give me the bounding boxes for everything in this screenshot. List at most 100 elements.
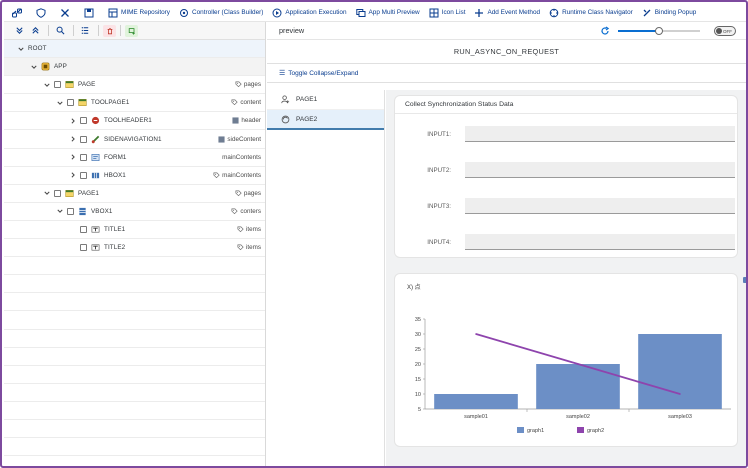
- tree-node-page[interactable]: PAGE pages: [4, 76, 265, 95]
- x-tick-label: sample02: [566, 414, 590, 420]
- preview-header: preview: [267, 22, 746, 40]
- toggle-collapse-button[interactable]: ☰ Toggle Collapse/Expand: [267, 64, 746, 83]
- page-control-icon: [65, 189, 74, 198]
- tree-node-title1[interactable]: TITLE1 items: [4, 221, 265, 240]
- expand-all-icon[interactable]: [12, 24, 26, 38]
- node-checkbox[interactable]: [80, 171, 87, 179]
- aggregation-text: items: [245, 244, 261, 252]
- aggregation-text: conters: [240, 207, 261, 215]
- user-icon: [281, 95, 290, 104]
- node-checkbox[interactable]: [80, 135, 87, 143]
- bar-line-chart: X) 点 5 10 15 20 25 30 35 sample01 sample02 sample0…: [407, 283, 731, 434]
- empty-tree-row: [4, 402, 265, 420]
- y-tick-label: 30: [415, 332, 421, 338]
- toolbar-app-multi-preview-button[interactable]: App Multi Preview: [355, 8, 420, 18]
- node-checkbox[interactable]: [67, 99, 74, 107]
- tag-icon: [237, 226, 244, 233]
- sidenav-control-icon: [91, 135, 100, 144]
- chevron-down-icon[interactable]: [43, 189, 51, 197]
- chevron-down-icon[interactable]: [17, 45, 25, 53]
- slider-fill: [618, 30, 659, 32]
- tree-node-page1[interactable]: PAGE1 pages: [4, 185, 265, 203]
- chart-card: X) 点 5 10 15 20 25 30 35 sample01 sample02 sample0…: [394, 273, 738, 447]
- tree-node-toolpage1[interactable]: TOOLPAGE1 content: [4, 94, 265, 113]
- toolbar-shield-button[interactable]: [36, 7, 49, 18]
- tree-node-label: TOOLHEADER1: [104, 117, 152, 125]
- add-node-button[interactable]: [125, 24, 138, 37]
- list-icon[interactable]: [78, 24, 92, 38]
- toolbar-mime-repository-button[interactable]: MIME Repository: [108, 8, 170, 18]
- toolpage-control-icon: [78, 98, 87, 107]
- tree-node-title2[interactable]: TITLE2 items: [4, 239, 265, 258]
- tag-icon: [235, 81, 242, 88]
- aggregation-text: items: [245, 225, 261, 233]
- toolbar-label: Icon List: [441, 9, 466, 16]
- main-toolbar: MIME Repository Controller (Class Builder…: [4, 4, 746, 22]
- chevron-right-icon[interactable]: [69, 171, 77, 179]
- chevron-right-icon[interactable]: [69, 135, 77, 143]
- toolbar-add-event-method-button[interactable]: Add Event Method: [474, 8, 540, 18]
- input2-field[interactable]: [465, 162, 735, 178]
- toolbar-tools-button[interactable]: [60, 8, 73, 18]
- chevron-right-icon[interactable]: [69, 153, 77, 161]
- toolbar-controller-class-builder-button[interactable]: Controller (Class Builder): [179, 8, 263, 18]
- chevron-down-icon[interactable]: [30, 63, 38, 71]
- y-tick-label: 35: [415, 317, 421, 323]
- node-checkbox[interactable]: [80, 153, 87, 161]
- y-tick-label: 20: [415, 362, 421, 368]
- preview-title: preview: [279, 26, 305, 35]
- toolbar-binding-popup-button[interactable]: Binding Popup: [642, 8, 697, 18]
- tree-node-hbox1[interactable]: HBOX1 mainContents: [4, 167, 265, 185]
- node-checkbox[interactable]: [54, 81, 61, 89]
- chevron-down-icon[interactable]: [56, 207, 64, 215]
- tree-node-label: APP: [54, 63, 67, 71]
- nav-item-page2[interactable]: PAGE2: [267, 110, 384, 130]
- node-checkbox[interactable]: [54, 189, 61, 197]
- sync-icon: [281, 115, 290, 124]
- toolbar-label: App Multi Preview: [368, 9, 420, 16]
- nav-item-page1[interactable]: PAGE1: [267, 90, 384, 110]
- tree-node-form1[interactable]: FORM1 mainContents: [4, 149, 265, 167]
- title-control-icon: [91, 243, 100, 252]
- chevron-down-icon[interactable]: [43, 81, 51, 89]
- delete-node-button[interactable]: [103, 24, 116, 37]
- tree-node-label: PAGE: [78, 81, 96, 89]
- tree-node-vbox1[interactable]: VBOX1 conters: [4, 203, 265, 221]
- toolbar-application-execution-button[interactable]: Application Execution: [272, 8, 347, 18]
- control-tree: ROOT APP PAGE pages TOOLPAGE1 content TOOLHEAD…: [4, 40, 265, 457]
- toolbar-save-button[interactable]: [84, 8, 97, 18]
- tag-icon: [235, 190, 242, 197]
- collapse-all-icon[interactable]: [28, 24, 42, 38]
- hbox-control-icon: [91, 171, 100, 180]
- preview-toggle[interactable]: OFF: [714, 26, 736, 36]
- empty-tree-row: [4, 311, 265, 330]
- search-icon[interactable]: [53, 24, 67, 38]
- node-checkbox[interactable]: [80, 225, 87, 233]
- node-checkbox[interactable]: [80, 244, 87, 252]
- refresh-icon[interactable]: [600, 26, 610, 36]
- node-checkbox[interactable]: [67, 207, 74, 215]
- page-control-icon: [65, 80, 74, 89]
- tree-node-sidenavigation1[interactable]: SIDENAVIGATION1 sideContent: [4, 130, 265, 149]
- tree-node-app[interactable]: APP: [4, 58, 265, 77]
- field-label: INPUT1:: [427, 130, 451, 138]
- toolbar-label: Binding Popup: [654, 9, 697, 16]
- tree-node-toolheader1[interactable]: TOOLHEADER1 header: [4, 112, 265, 131]
- chevron-down-icon[interactable]: [56, 99, 64, 107]
- node-checkbox[interactable]: [80, 117, 87, 125]
- tag-icon: [213, 172, 220, 179]
- zoom-slider[interactable]: [618, 25, 700, 37]
- toolbar-link-button[interactable]: [12, 8, 25, 18]
- add-event-icon: [474, 8, 484, 18]
- slider-handle[interactable]: [655, 27, 663, 35]
- tree-node-root[interactable]: ROOT: [4, 40, 265, 59]
- input3-field[interactable]: [465, 198, 735, 214]
- right-splitter-handle-icon[interactable]: [743, 277, 746, 283]
- empty-tree-row: [4, 384, 265, 402]
- chevron-right-icon[interactable]: [69, 117, 77, 125]
- input1-field[interactable]: [465, 126, 735, 142]
- toolbar-icon-list-button[interactable]: Icon List: [429, 8, 466, 18]
- toolbar-runtime-class-navigator-button[interactable]: Runtime Class Navigator: [549, 8, 633, 18]
- input4-field[interactable]: [465, 234, 735, 250]
